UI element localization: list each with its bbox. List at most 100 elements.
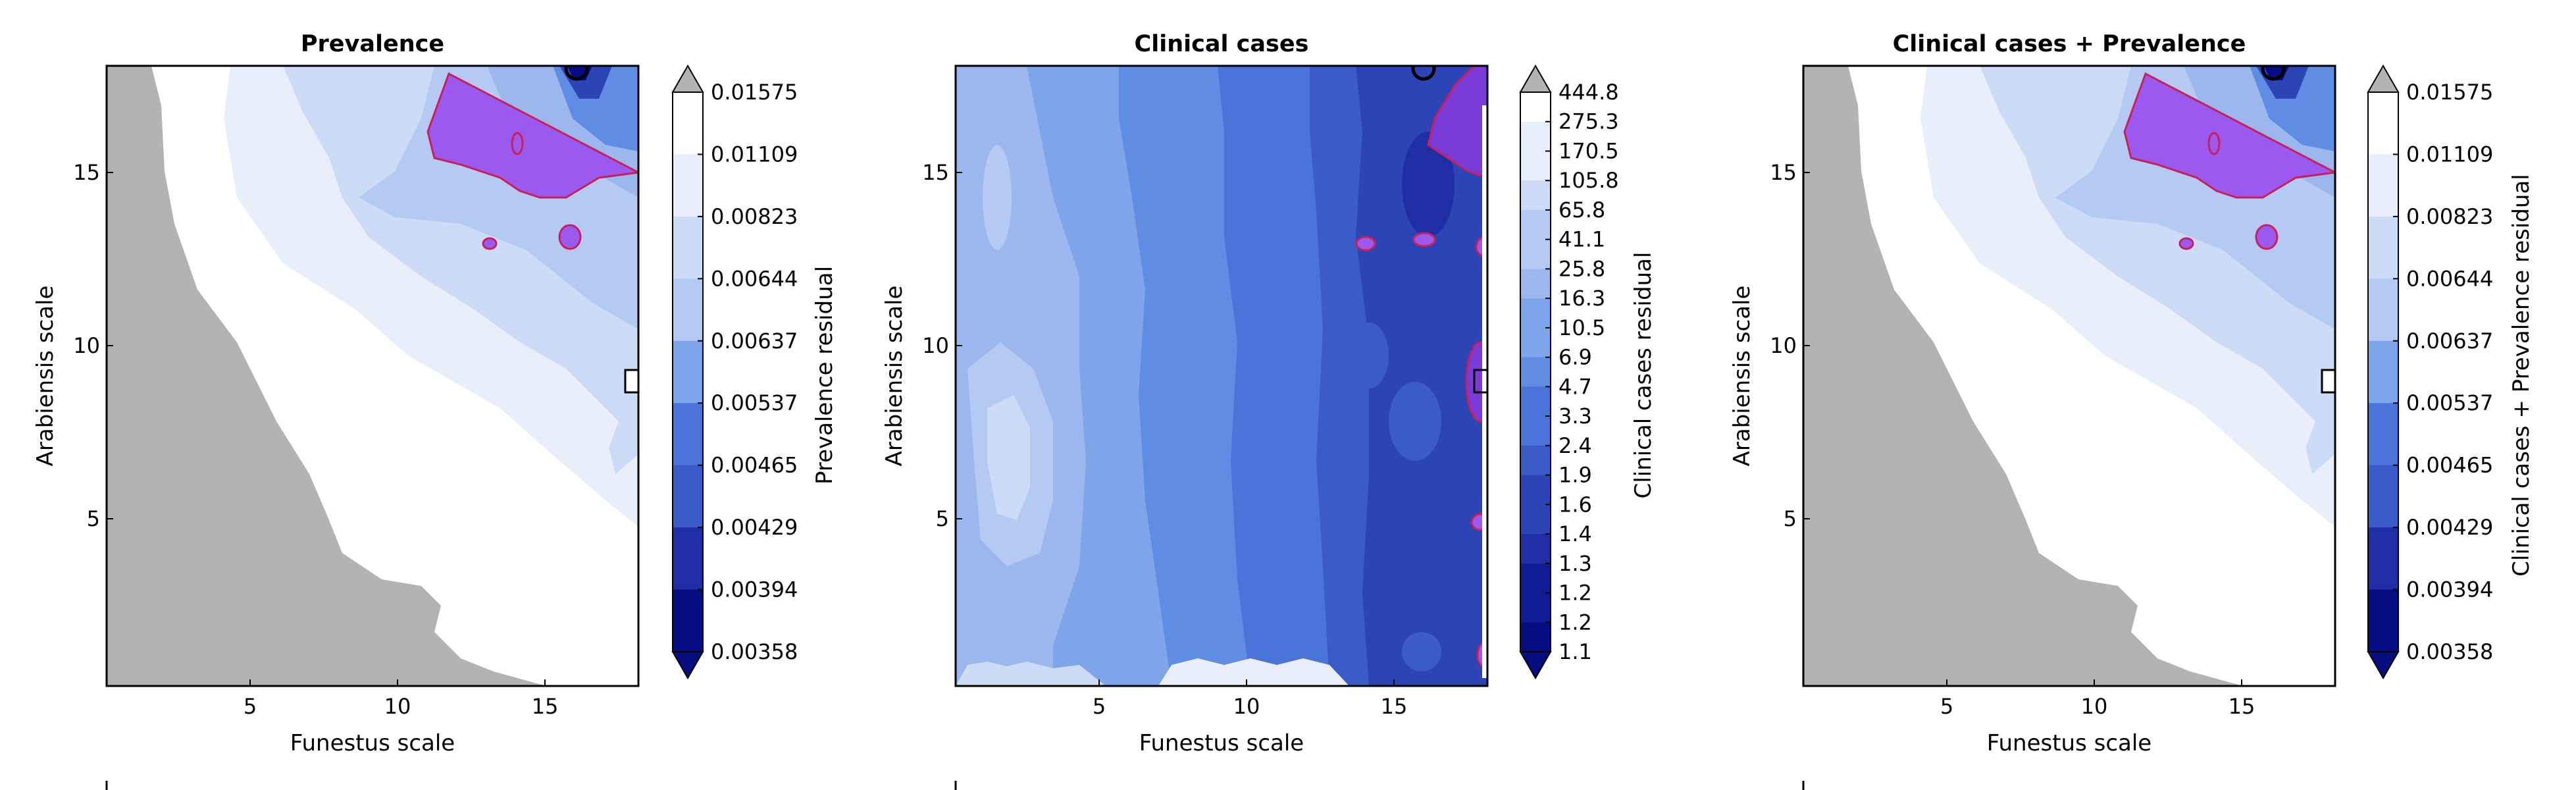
- marker-circle: [2261, 66, 2286, 81]
- colorbar-segment: [673, 278, 703, 342]
- y-tick-label: 15: [1770, 160, 1797, 185]
- highlight-blob: [1355, 236, 1376, 251]
- x-tick-label: 10: [384, 694, 411, 719]
- panel-clinical-cases: Clinical cases: [881, 31, 1657, 790]
- colorbar-segment: [1520, 504, 1551, 535]
- colorbar-tick-label: 65.8: [1558, 198, 1605, 223]
- colorbar-tick-label: 0.01109: [711, 142, 798, 167]
- colorbar-tick-label: 275.3: [1558, 109, 1619, 134]
- colorbar-segment: [1520, 386, 1551, 417]
- colorbar-extend-max: [671, 64, 704, 93]
- highlight-blob: [511, 132, 524, 155]
- colorbar-label: Clinical cases residual: [1630, 252, 1657, 499]
- contour-plot: [1803, 66, 2335, 686]
- colorbar-segment: [1520, 357, 1551, 387]
- x-tick-label: 15: [532, 694, 559, 719]
- y-axis-label: Arabiensis scale: [1729, 286, 1755, 467]
- colorbar-segment: [1520, 327, 1551, 358]
- colorbar-segment: [1520, 180, 1551, 211]
- colorbar-tick-label: 0.00429: [2406, 515, 2493, 540]
- y-axis-label: Arabiensis scale: [881, 286, 908, 467]
- highlight-blob: [482, 237, 498, 250]
- colorbar-segment: [2368, 340, 2398, 404]
- colorbar-segment: [673, 216, 703, 279]
- colorbar: 0.01575 0.01109 0.00823 0.00644 0.00637 0.005…: [671, 64, 798, 680]
- colorbar-tick-label: 1.2: [1558, 610, 1592, 635]
- colorbar: 0.01575 0.01109 0.00823 0.00644 0.00637 0.005…: [2367, 64, 2493, 680]
- colorbar-tick-label: 2.4: [1558, 433, 1592, 458]
- colorbar-tick-label: 0.00465: [711, 453, 798, 478]
- y-tick-label: 5: [1784, 506, 1797, 531]
- colorbar-segment: [673, 340, 703, 404]
- contour-band-bottom-light: [956, 662, 1106, 686]
- y-tick-label: 10: [73, 333, 100, 358]
- grey-region: [107, 66, 546, 686]
- x-tick-label: 5: [244, 694, 257, 719]
- highlight-blob: [2178, 237, 2194, 250]
- highlight-contour: [426, 72, 638, 199]
- colorbar-segment: [1520, 209, 1551, 240]
- colorbar-tick-label: 0.00358: [2406, 639, 2493, 664]
- x-tick-label: 5: [1940, 694, 1953, 719]
- colorbar-tick-label: 6.9: [1558, 345, 1592, 370]
- colorbar-tick-label: 1.3: [1558, 551, 1592, 576]
- colorbar-segment: [2368, 278, 2398, 342]
- contour-band-local: [1402, 132, 1455, 237]
- colorbar-label: Clinical cases + Prevalence residual: [2508, 174, 2535, 576]
- colorbar-label: Prevalence residual: [811, 266, 838, 485]
- colorbar-tick-label: 1.4: [1558, 521, 1592, 546]
- colorbar-segment: [1520, 563, 1551, 594]
- x-tick-label: 15: [2228, 694, 2255, 719]
- panel-title: Clinical cases + Prevalence: [1893, 31, 2246, 57]
- colorbar-tick-label: 0.00644: [2406, 266, 2493, 291]
- colorbar-segment: [1520, 298, 1551, 329]
- colorbar-tick-label: 0.00537: [2406, 390, 2493, 415]
- contour-plot: [956, 66, 1487, 686]
- colorbar-tick-label: 0.00637: [711, 329, 798, 354]
- edge-marker: [624, 369, 640, 394]
- x-tick-label: 10: [2081, 694, 2108, 719]
- x-axis: 5 10 15: [1940, 679, 2255, 719]
- colorbar-segment: [2368, 154, 2398, 217]
- panel-title: Clinical cases: [1135, 31, 1309, 57]
- contour-band-local: [1389, 382, 1441, 461]
- colorbar: 444.8 275.3 170.5 105.8 65.8 41.1 25.8 16.3 10.5…: [1519, 64, 1619, 680]
- colorbar-tick-label: 1.2: [1558, 581, 1592, 606]
- colorbar-segment: [673, 403, 703, 466]
- colorbar-frame: [672, 92, 704, 652]
- colorbar-extend-max: [1519, 64, 1552, 93]
- colorbar-segment: [2368, 527, 2398, 591]
- y-tick-label: 15: [73, 160, 100, 185]
- y-axis-label: Arabiensis scale: [32, 286, 59, 467]
- highlight-blob: [1465, 341, 1487, 423]
- colorbar-segment: [2368, 465, 2398, 528]
- colorbar-segment: [1520, 269, 1551, 299]
- contour-band-local: [1402, 632, 1441, 672]
- colorbar-segment: [2368, 92, 2398, 155]
- colorbar-segment: [1520, 416, 1551, 446]
- colorbar-segment: [1520, 92, 1551, 122]
- y-tick-label: 5: [936, 506, 949, 531]
- colorbar-segment: [1520, 121, 1551, 151]
- y-tick-label: 10: [1770, 333, 1797, 358]
- y-axis: 15 10 5: [1770, 160, 1810, 531]
- x-tick-label: 15: [1381, 694, 1408, 719]
- colorbar-tick-label: 0.00358: [711, 639, 798, 664]
- colorbar-tick-label: 0.00394: [711, 577, 798, 602]
- colorbar-segment: [673, 527, 703, 591]
- marker-circle: [1411, 66, 1436, 81]
- colorbar-tick-label: 0.00637: [2406, 329, 2493, 354]
- panel-title: Prevalence: [301, 31, 444, 57]
- highlight-blob: [558, 224, 582, 250]
- marker-circle: [564, 66, 589, 81]
- x-tick-label: 5: [1093, 694, 1106, 719]
- y-tick-label: 15: [922, 160, 949, 185]
- y-axis: 15 10 5: [73, 160, 113, 531]
- colorbar-tick-label: 0.01575: [2406, 80, 2493, 105]
- colorbar-tick-label: 0.01109: [2406, 142, 2493, 167]
- colorbar-tick-label: 105.8: [1558, 168, 1619, 193]
- colorbar-tick-label: 0.00394: [2406, 577, 2493, 602]
- contour-band-local: [1349, 323, 1389, 388]
- colorbar-tick-label: 25.8: [1558, 256, 1605, 281]
- colorbar-segment: [2368, 589, 2398, 652]
